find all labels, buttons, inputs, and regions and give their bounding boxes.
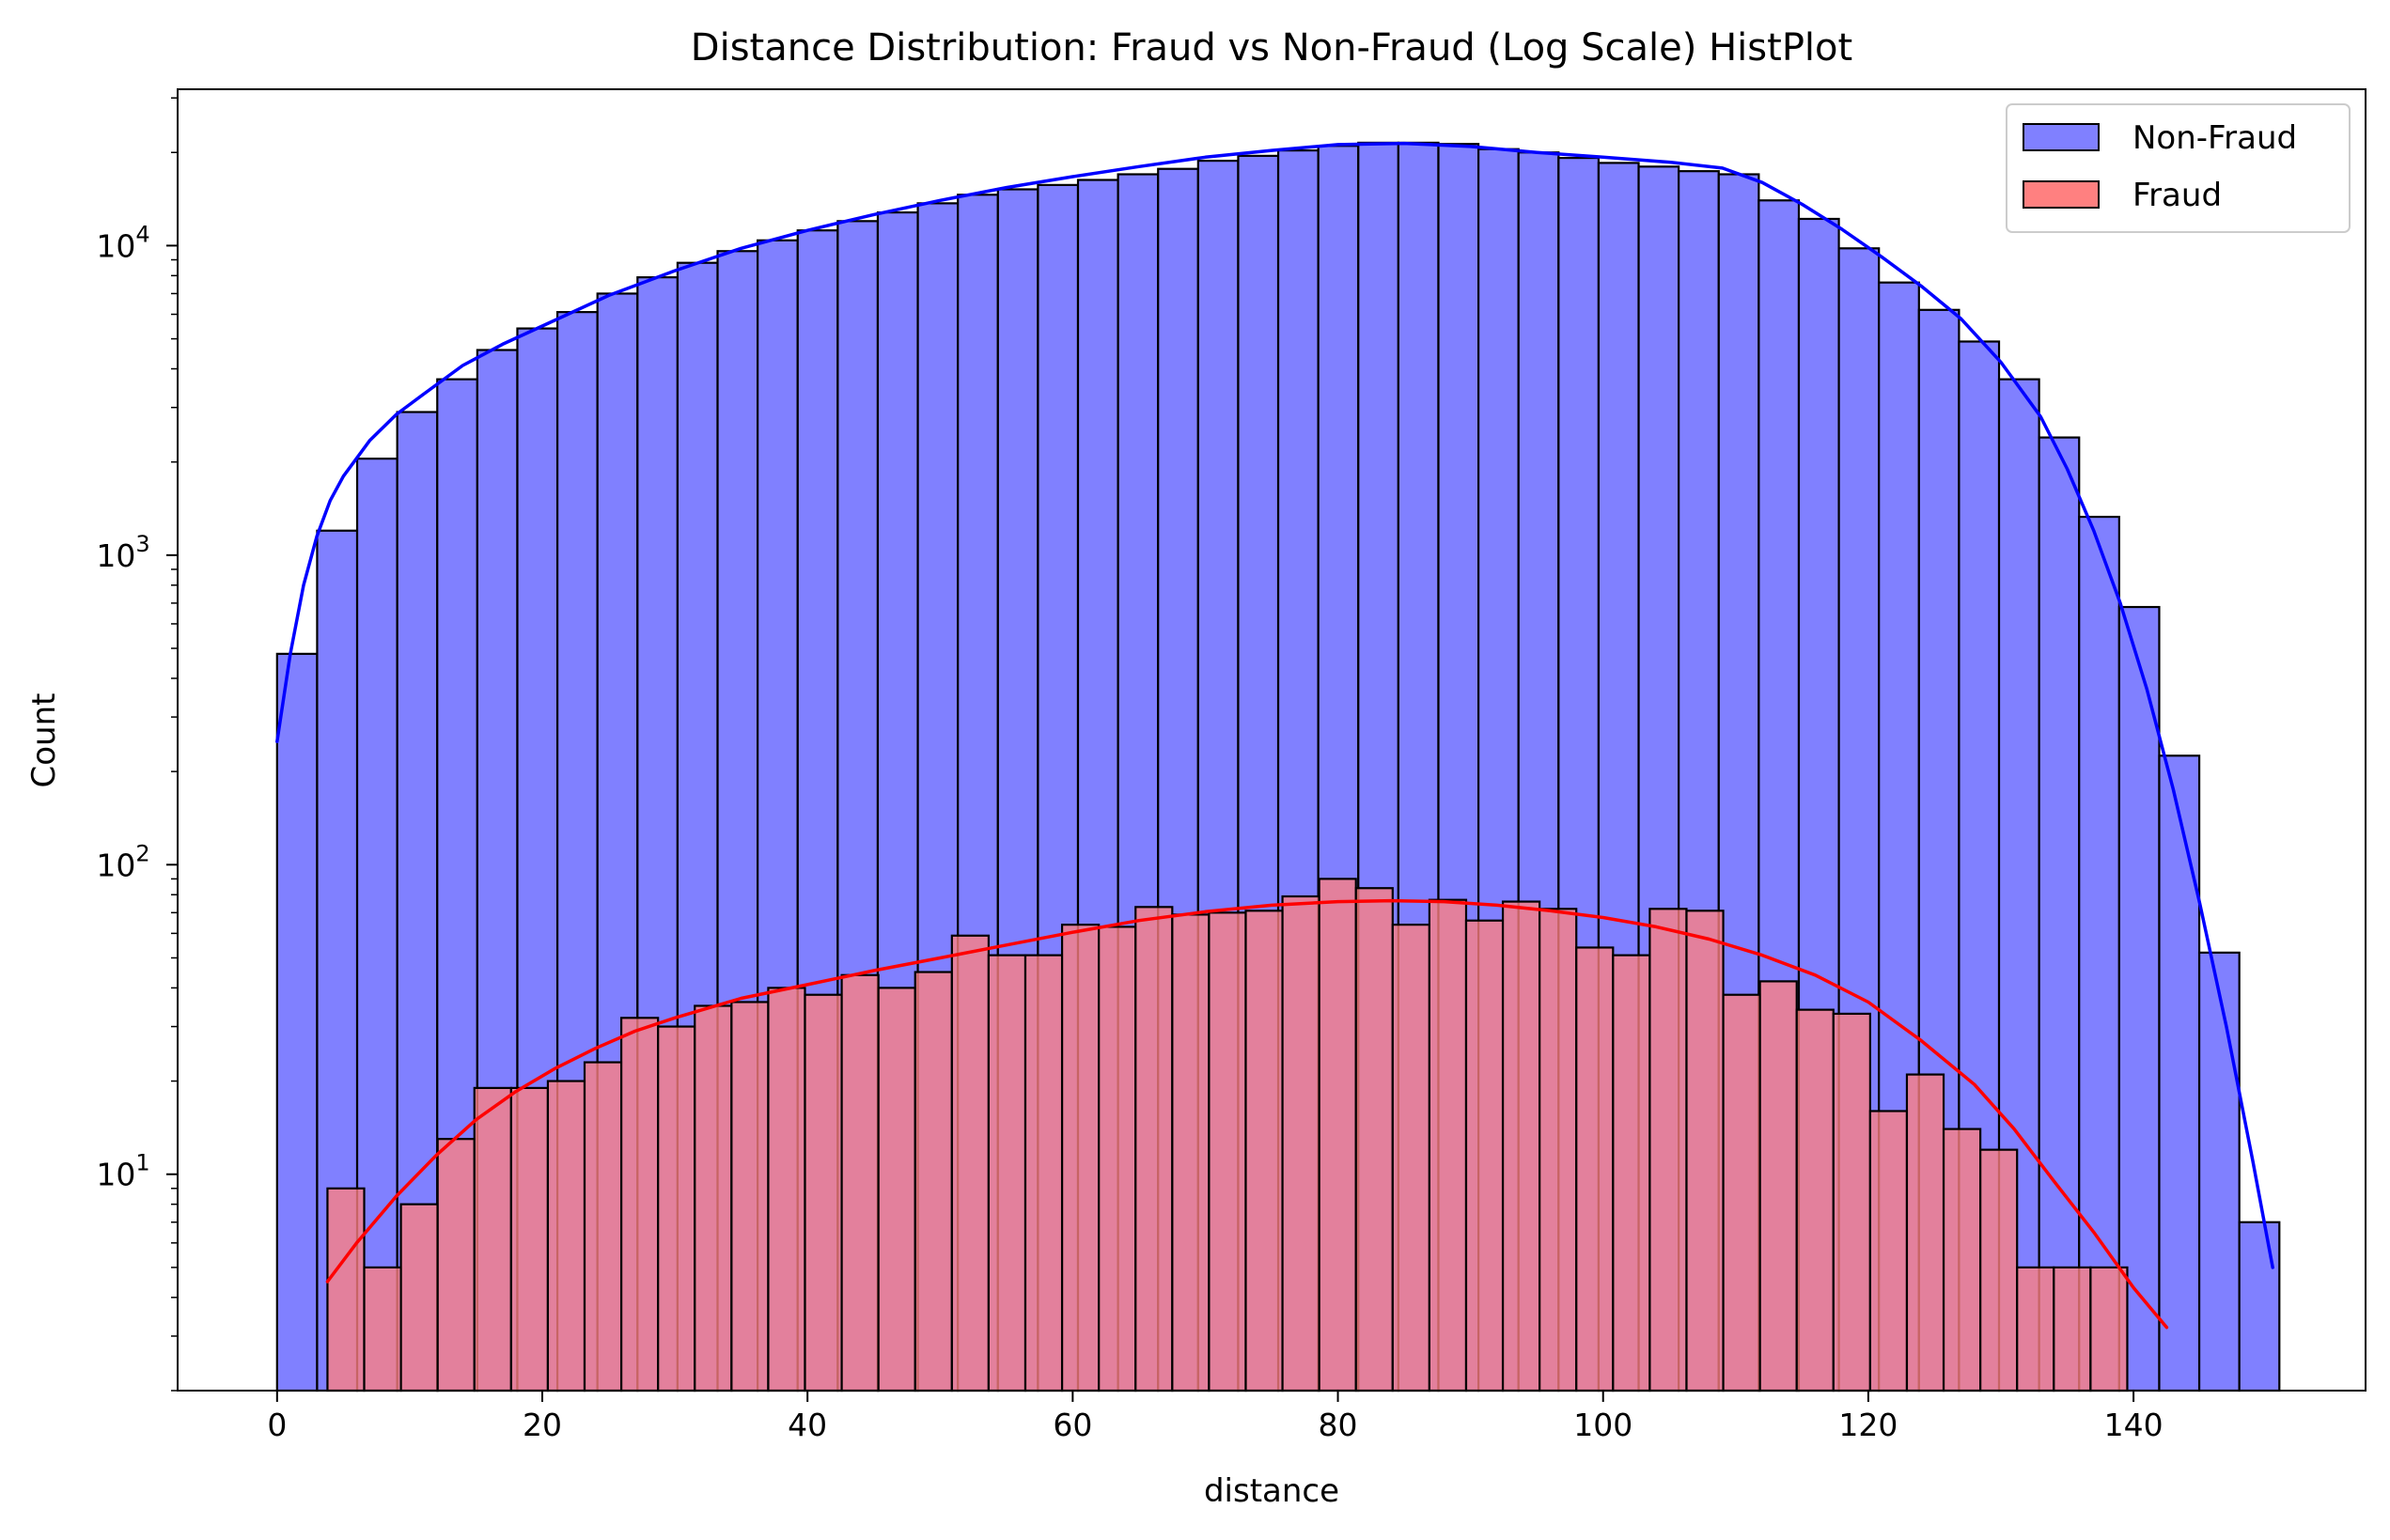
fraud-bar bbox=[326, 1187, 366, 1392]
fraud-bar bbox=[1281, 894, 1320, 1392]
legend-swatch-fraud bbox=[2023, 180, 2100, 209]
fraud-bar bbox=[1539, 908, 1578, 1392]
fraud-bar bbox=[730, 1001, 770, 1392]
fraud-bar bbox=[1758, 980, 1798, 1392]
y-tick-label: 102 bbox=[96, 840, 149, 883]
fraud-bar bbox=[840, 973, 880, 1392]
fraud-bar bbox=[877, 987, 916, 1392]
fraud-kde-line bbox=[325, 898, 2169, 1330]
fraud-bar bbox=[1942, 1128, 1982, 1392]
y-tick-label: 101 bbox=[96, 1150, 149, 1193]
fraud-bar bbox=[950, 934, 991, 1392]
x-axis: 0 20 40 60 80 100 120 140 bbox=[267, 1391, 2163, 1443]
fraud-bar bbox=[1464, 919, 1505, 1392]
fraud-bar bbox=[657, 1025, 696, 1392]
kde-curves bbox=[275, 141, 2274, 1330]
fraud-bar bbox=[1171, 913, 1211, 1392]
non-fraud-bar bbox=[2238, 1221, 2281, 1392]
fraud-bar bbox=[767, 987, 806, 1392]
fraud-bar bbox=[619, 1017, 660, 1392]
fraud-bar bbox=[509, 1086, 550, 1392]
x-tick-label: 20 bbox=[523, 1407, 562, 1443]
fraud-bar bbox=[1832, 1012, 1871, 1392]
non-fraud-bar bbox=[2038, 436, 2081, 1392]
fraud-bar bbox=[1318, 878, 1357, 1392]
non-fraud-bar bbox=[2158, 754, 2201, 1392]
fraud-bar bbox=[1134, 906, 1174, 1392]
x-axis-label: distance bbox=[1204, 1472, 1339, 1510]
x-tick-label: 40 bbox=[788, 1407, 827, 1443]
fraud-bar bbox=[1685, 910, 1725, 1392]
fraud-bar bbox=[1501, 900, 1541, 1392]
fraud-bar bbox=[1428, 898, 1468, 1392]
fraud-bar bbox=[2016, 1266, 2055, 1392]
non-fraud-bar bbox=[2078, 515, 2120, 1392]
plot-frame bbox=[177, 88, 2367, 1392]
fraud-bar bbox=[1098, 926, 1137, 1392]
non-fraud-bar bbox=[2197, 951, 2241, 1392]
chart-title: Distance Distribution: Fraud vs Non-Frau… bbox=[691, 26, 1852, 70]
fraud-bar bbox=[694, 1004, 733, 1392]
legend: Non-Fraud Fraud bbox=[2006, 103, 2351, 233]
fraud-bar bbox=[1722, 993, 1761, 1392]
fraud-bar bbox=[1612, 954, 1651, 1392]
y-axis-label: Count bbox=[25, 693, 63, 788]
fraud-bar bbox=[1868, 1110, 1909, 1392]
legend-label-fraud: Fraud bbox=[2132, 177, 2222, 214]
fraud-bar bbox=[1795, 1008, 1835, 1392]
fraud-bar bbox=[1575, 946, 1615, 1392]
x-tick-label: 100 bbox=[1573, 1407, 1632, 1443]
fraud-bar bbox=[363, 1266, 402, 1392]
fraud-bar bbox=[1354, 887, 1394, 1392]
fraud-bar bbox=[583, 1061, 623, 1392]
y-tick-label: 104 bbox=[96, 221, 149, 264]
fraud-bar bbox=[1060, 924, 1101, 1392]
fraud-bar bbox=[1244, 910, 1284, 1392]
x-tick-label: 80 bbox=[1319, 1407, 1358, 1443]
fraud-bar bbox=[987, 954, 1027, 1392]
x-tick-label: 60 bbox=[1053, 1407, 1092, 1443]
fraud-bar bbox=[2053, 1266, 2092, 1392]
x-tick-label: 120 bbox=[1838, 1407, 1898, 1443]
fraud-bar bbox=[1208, 911, 1247, 1392]
y-axis: 101 102 103 104 bbox=[96, 97, 178, 1392]
y-tick-label: 103 bbox=[96, 531, 149, 574]
fraud-bar bbox=[1905, 1073, 1945, 1392]
fraud-bars bbox=[326, 878, 2129, 1392]
fraud-bar bbox=[1648, 908, 1688, 1392]
fraud-bar bbox=[1391, 924, 1430, 1392]
fraud-bar bbox=[914, 971, 953, 1392]
x-tick-label: 0 bbox=[267, 1407, 287, 1443]
legend-label-non-fraud: Non-Fraud bbox=[2132, 119, 2297, 157]
fraud-bar bbox=[546, 1080, 586, 1392]
fraud-bar bbox=[1023, 954, 1064, 1392]
fraud-bar bbox=[436, 1138, 476, 1392]
fraud-bar bbox=[1979, 1148, 2019, 1392]
non-fraud-kde-line bbox=[275, 141, 2274, 1269]
non-fraud-bar bbox=[275, 652, 319, 1392]
fraud-bar bbox=[804, 993, 843, 1392]
fraud-bar bbox=[2089, 1266, 2129, 1392]
legend-swatch-non-fraud bbox=[2023, 123, 2100, 151]
x-tick-label: 140 bbox=[2104, 1407, 2163, 1443]
fraud-bar bbox=[399, 1203, 439, 1392]
fraud-bar bbox=[473, 1086, 512, 1392]
non-fraud-bar bbox=[2117, 605, 2161, 1392]
